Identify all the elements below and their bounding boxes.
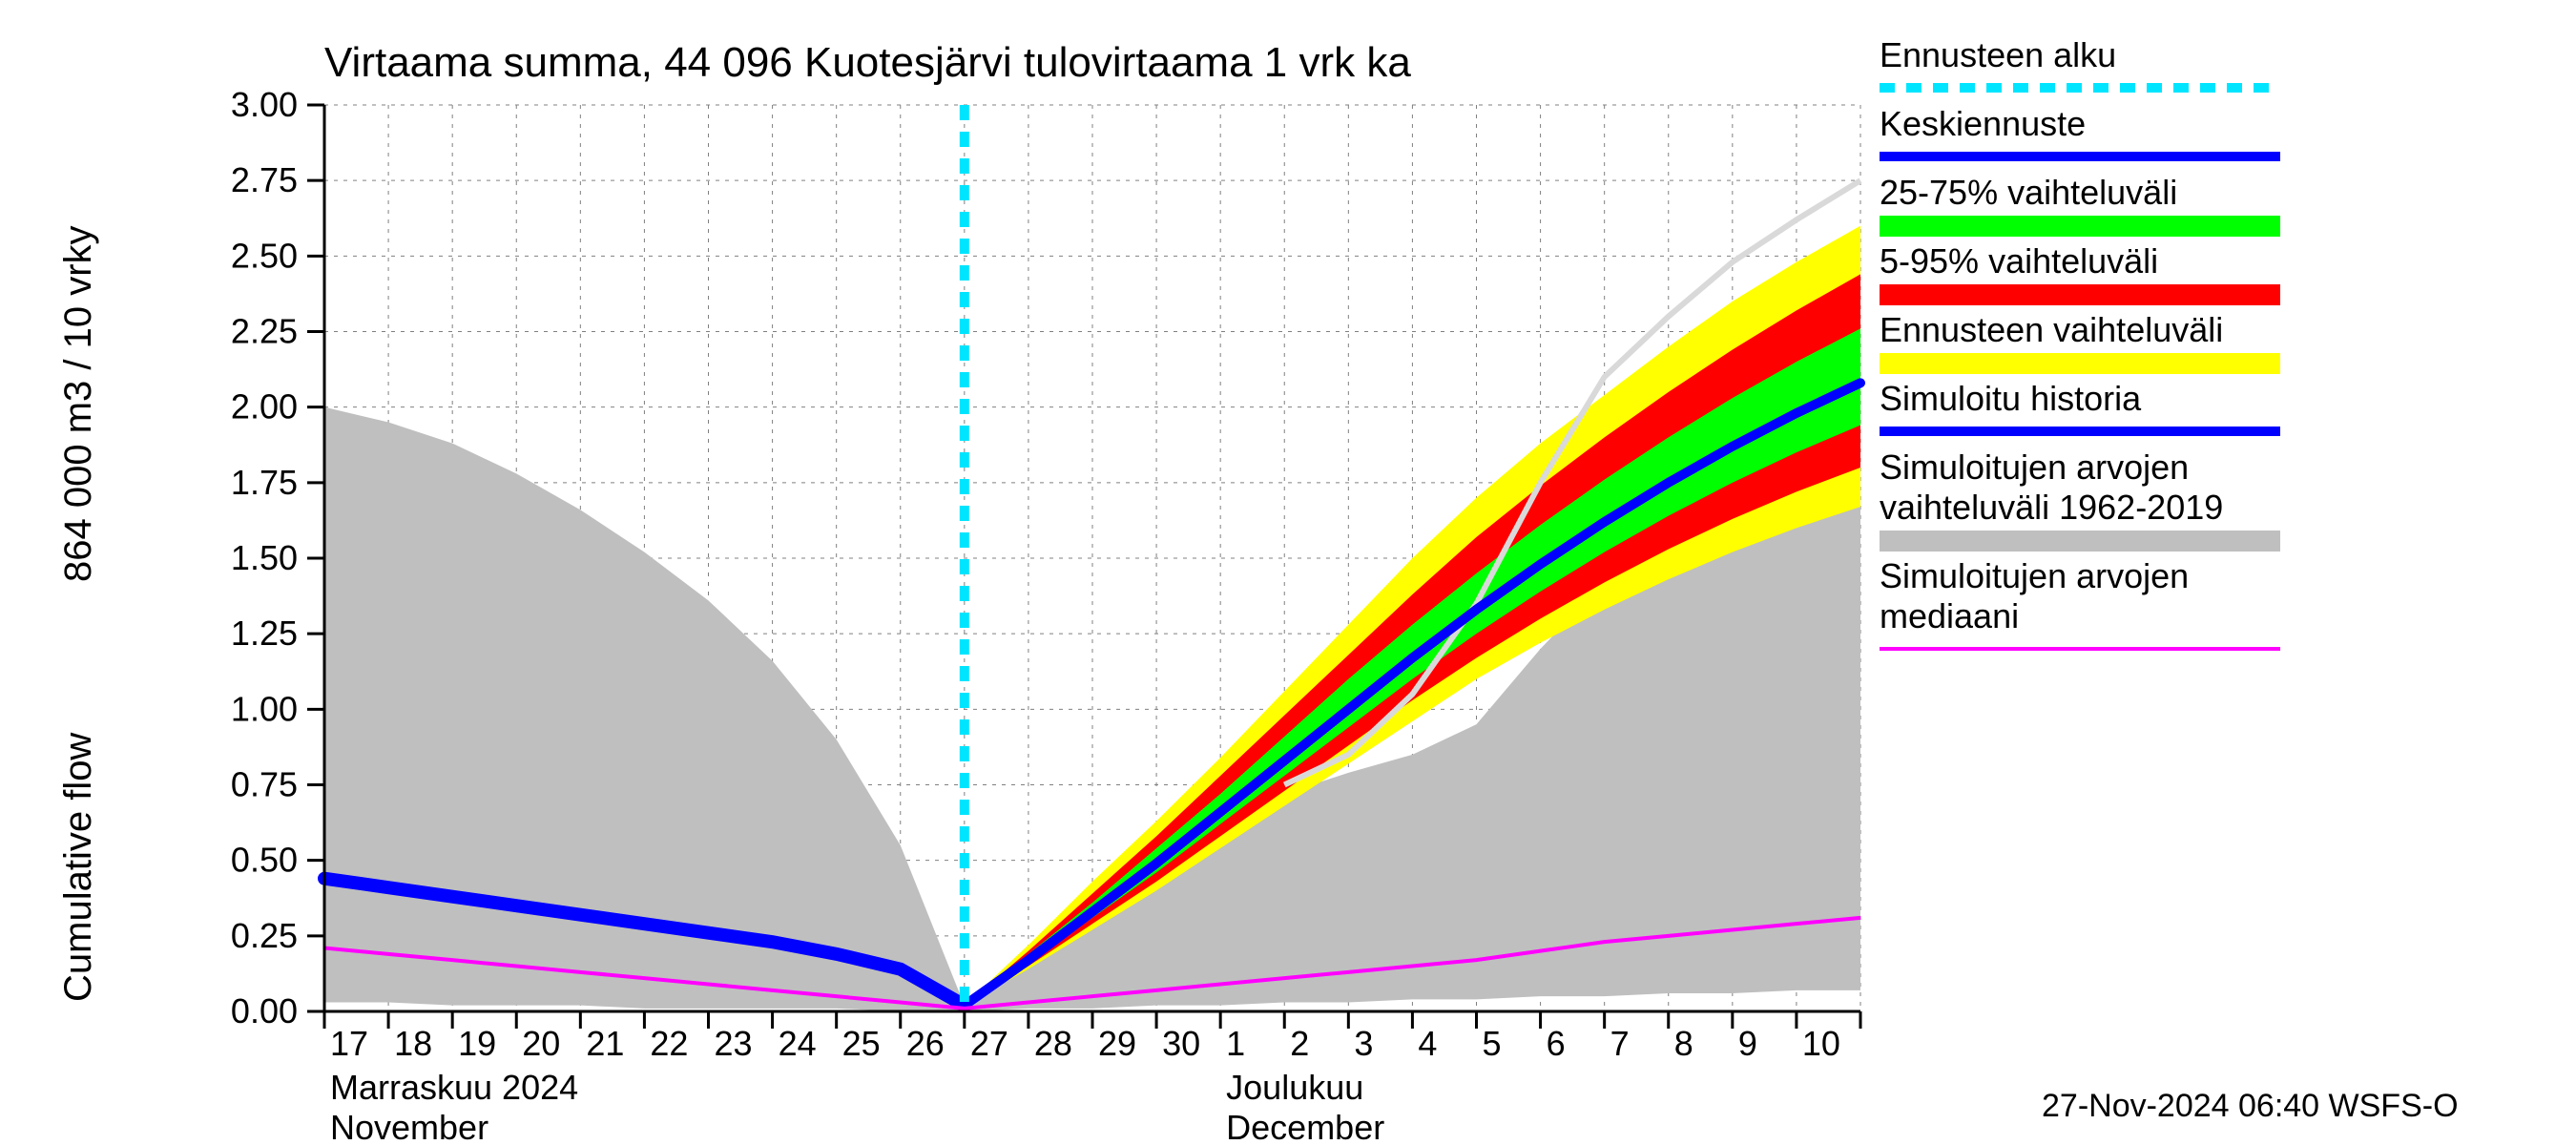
x-tick-label: 29 [1098, 1024, 1136, 1063]
y-tick-label: 3.00 [231, 85, 298, 124]
x-tick-label: 20 [522, 1024, 560, 1063]
y-tick-label: 0.50 [231, 841, 298, 880]
legend-label: Simuloitujen arvojen [1880, 556, 2189, 595]
legend-label: Simuloitujen arvojen [1880, 448, 2189, 487]
hydrograph-chart: 0.00 0.25 0.50 0.75 1.00 1.25 1.50 1.75 2.00 2.25… [0, 0, 2576, 1145]
x-tick-label: 8 [1674, 1024, 1693, 1063]
x-tick-label: 5 [1483, 1024, 1502, 1063]
legend-swatch [1880, 216, 2280, 237]
x-tick-label: 17 [330, 1024, 368, 1063]
chart-footer: 27-Nov-2024 06:40 WSFS-O [2042, 1088, 2459, 1124]
x-tick-label: 24 [779, 1024, 817, 1063]
y-tick-label: 1.50 [231, 538, 298, 577]
legend-swatch [1880, 531, 2280, 552]
x-tick-label: 4 [1418, 1024, 1437, 1063]
x-tick-label: 26 [906, 1024, 945, 1063]
chart-container: 0.00 0.25 0.50 0.75 1.00 1.25 1.50 1.75 2.00 2.25… [0, 0, 2576, 1145]
legend-label: Keskiennuste [1880, 104, 2086, 143]
x-tick-label: 7 [1610, 1024, 1630, 1063]
chart-title: Virtaama summa, 44 096 Kuotesjärvi tulov… [324, 39, 1411, 86]
legend-label: 25-75% vaihteluväli [1880, 173, 2177, 212]
x-tick-label: 9 [1738, 1024, 1757, 1063]
legend-label: Simuloitu historia [1880, 379, 2142, 418]
legend-swatch [1880, 353, 2280, 374]
y-tick-label: 2.75 [231, 160, 298, 199]
y-tick-label: 2.00 [231, 387, 298, 427]
month-label-nov-en: November [330, 1108, 488, 1145]
x-tick-label: 25 [842, 1024, 881, 1063]
x-tick-label: 6 [1547, 1024, 1566, 1063]
y-tick-label: 2.25 [231, 312, 298, 351]
y-tick-label: 2.50 [231, 236, 298, 275]
x-tick-label: 18 [394, 1024, 432, 1063]
x-tick-label: 1 [1226, 1024, 1245, 1063]
month-label-dec-fi: Joulukuu [1226, 1068, 1363, 1107]
x-tick-label: 30 [1162, 1024, 1200, 1063]
legend-label: 5-95% vaihteluväli [1880, 241, 2158, 281]
x-tick-label: 21 [586, 1024, 624, 1063]
y-tick-label: 1.25 [231, 614, 298, 653]
legend-label: mediaani [1880, 596, 2019, 635]
x-tick-label: 3 [1354, 1024, 1373, 1063]
x-tick-label: 10 [1802, 1024, 1840, 1063]
month-label-dec-en: December [1226, 1108, 1384, 1145]
month-label-nov-fi: Marraskuu 2024 [330, 1068, 578, 1107]
y-tick-label: 1.00 [231, 689, 298, 728]
legend-swatch [1880, 284, 2280, 305]
x-tick-label: 27 [970, 1024, 1008, 1063]
y-tick-label: 1.75 [231, 463, 298, 502]
x-tick-label: 22 [650, 1024, 688, 1063]
y-tick-label: 0.75 [231, 765, 298, 804]
legend-label: Ennusteen alku [1880, 35, 2116, 74]
legend-label: vaihteluväli 1962-2019 [1880, 488, 2223, 527]
legend-label: Ennusteen vaihteluväli [1880, 310, 2223, 349]
x-tick-label: 23 [715, 1024, 753, 1063]
x-tick-label: 2 [1290, 1024, 1309, 1063]
y-axis-title-1: Cumulative flow [57, 733, 99, 1002]
y-axis-title-2: 864 000 m3 / 10 vrky [57, 225, 99, 582]
x-tick-label: 28 [1034, 1024, 1072, 1063]
y-tick-label: 0.25 [231, 916, 298, 955]
x-tick-label: 19 [458, 1024, 496, 1063]
y-tick-label: 0.00 [231, 991, 298, 1030]
